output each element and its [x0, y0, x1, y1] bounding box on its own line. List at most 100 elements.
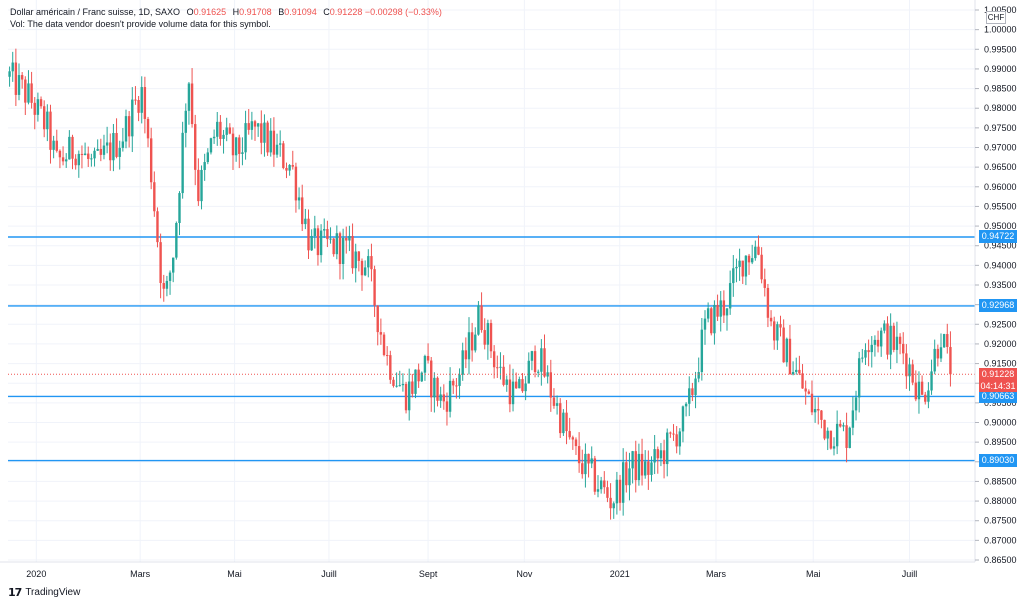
- candle-body: [61, 157, 65, 162]
- candle-body: [244, 123, 247, 153]
- candle-body: [483, 330, 486, 345]
- candle-body: [433, 377, 436, 398]
- price-tick-label: 0.87000: [984, 535, 1017, 545]
- time-tick-label: Juill: [902, 569, 918, 579]
- price-tick-label: 0.97000: [984, 143, 1017, 153]
- candle-body: [253, 121, 257, 127]
- candle-body: [760, 254, 763, 280]
- candle-body: [370, 256, 373, 270]
- candle-body: [49, 111, 52, 150]
- candle-body: [609, 497, 612, 509]
- candle-body: [74, 158, 77, 166]
- candle-body: [326, 229, 329, 240]
- candle-body: [612, 503, 615, 509]
- candle-body: [357, 251, 361, 261]
- candle-body: [250, 121, 254, 130]
- candle-body: [669, 432, 672, 434]
- candle-body: [99, 148, 103, 155]
- candle-body: [165, 280, 169, 289]
- price-tick-label: 1.00000: [984, 25, 1017, 35]
- candle-body: [127, 116, 131, 137]
- symbol-name[interactable]: Dollar américain / Franc suisse, 1D, SAX…: [10, 7, 181, 17]
- candle-body: [8, 71, 11, 77]
- candle-body: [39, 99, 43, 107]
- candle-body: [55, 140, 58, 151]
- candle-body: [741, 260, 744, 277]
- candle-body: [880, 330, 883, 347]
- candle-body: [90, 158, 93, 160]
- candle-body: [905, 353, 908, 377]
- candle-body: [228, 127, 232, 134]
- candle-body: [732, 268, 735, 284]
- candle-body: [301, 197, 304, 225]
- candle-body: [769, 317, 773, 322]
- candle-body: [458, 374, 461, 386]
- candle-body: [398, 385, 401, 387]
- candle-body: [389, 355, 392, 380]
- candle-body: [149, 138, 153, 183]
- candle-body: [829, 430, 833, 449]
- tradingview-branding[interactable]: 𝟭𝟳 TradingView: [8, 586, 80, 599]
- level-price-tag: 0.90663: [979, 389, 1017, 403]
- price-tick-label: 0.91500: [984, 359, 1017, 369]
- candle-body: [461, 350, 464, 375]
- candle-body: [200, 169, 203, 202]
- candle-body: [634, 451, 637, 481]
- candle-body: [527, 360, 530, 384]
- time-tick-label: Sept: [419, 569, 438, 579]
- time-tick-label: Mars: [706, 569, 726, 579]
- price-tick-label: 0.98500: [984, 84, 1017, 94]
- candle-body: [184, 110, 187, 133]
- candle-body: [363, 267, 367, 276]
- candle-body: [52, 140, 55, 150]
- candle-body: [502, 366, 505, 385]
- candle-body: [464, 350, 468, 360]
- time-tick-label: Mars: [130, 569, 150, 579]
- candle-body: [310, 235, 313, 251]
- candle-body: [870, 344, 873, 353]
- candle-body: [329, 238, 332, 240]
- candle-body: [231, 133, 235, 156]
- candle-body: [489, 323, 493, 352]
- chart-legend: Dollar américain / Franc suisse, 1D, SAX…: [10, 6, 442, 30]
- candle-body: [565, 412, 568, 432]
- support-resistance-levels[interactable]: [8, 236, 975, 462]
- candle-body: [924, 394, 927, 402]
- price-tick-label: 1.00500: [984, 5, 1017, 15]
- candle-body: [817, 408, 820, 411]
- price-axis[interactable]: 0.86500 0.87000 0.87500 0.88000 0.88500 0.890…: [975, 5, 1017, 565]
- low-value: 0.91094: [284, 7, 317, 17]
- candle-body: [697, 372, 700, 379]
- candle-body: [546, 372, 549, 377]
- candle-body: [719, 300, 722, 317]
- candle-body: [382, 334, 386, 356]
- candle-body: [109, 142, 112, 161]
- candle-body: [297, 197, 301, 201]
- candle-body: [112, 132, 115, 161]
- candle-body: [920, 381, 924, 395]
- candle-body: [304, 218, 307, 225]
- time-axis[interactable]: 2020 Mars Mai Juill Sept Nov 2021 Mars Mai Juill: [26, 569, 917, 579]
- candle-body: [102, 145, 106, 155]
- candle-body: [442, 394, 446, 402]
- candle-body: [864, 350, 867, 358]
- current-price-value: 0.91228: [981, 369, 1015, 380]
- brand-name: TradingView: [25, 587, 81, 598]
- candle-body: [395, 385, 398, 387]
- currency-unit-button[interactable]: CHF: [986, 11, 1006, 24]
- candle-body: [256, 123, 260, 127]
- candle-body: [744, 255, 748, 277]
- candle-body: [577, 446, 581, 464]
- candle-body: [691, 388, 694, 395]
- candle-body: [886, 323, 889, 355]
- candle-body: [650, 462, 653, 475]
- price-tick-label: 0.99000: [984, 64, 1017, 74]
- candle-body: [710, 308, 713, 334]
- price-tick-label: 0.86500: [984, 555, 1017, 565]
- time-tick-label: Nov: [516, 569, 533, 579]
- candle-body: [873, 339, 877, 345]
- price-tick-label: 0.99500: [984, 44, 1017, 54]
- candle-body: [835, 423, 839, 447]
- candle-body: [367, 256, 370, 268]
